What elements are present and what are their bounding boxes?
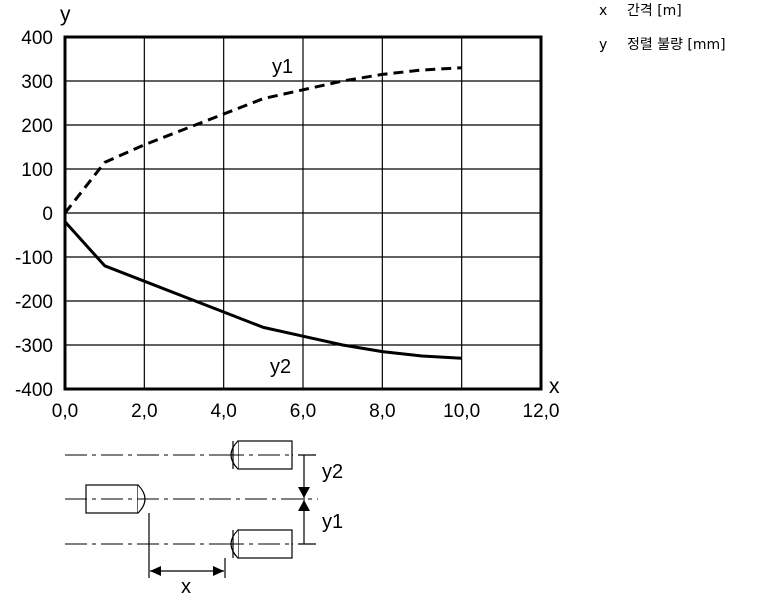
legend-key-x: x <box>599 3 607 19</box>
plot-frame <box>63 35 543 391</box>
y-tick-label: -200 <box>15 292 53 313</box>
arrow-right-icon <box>213 566 224 576</box>
diagram-label-y1: y1 <box>322 511 343 533</box>
x-tick-label: 12,0 <box>523 401 560 422</box>
legend: x 간격 [m] y 정렬 불량 [mm] <box>599 3 726 53</box>
x-tick-label: 2,0 <box>131 401 157 422</box>
x-tick-label: 4,0 <box>210 401 236 422</box>
y-tick-labels: 400 300 200 100 0 -100 -200 -300 -400 <box>15 28 53 401</box>
y-tick-label: -300 <box>15 336 53 357</box>
x-tick-label: 8,0 <box>369 401 395 422</box>
x-tick-label: 6,0 <box>290 401 316 422</box>
arrow-left-icon <box>150 566 161 576</box>
series-line-y1 <box>63 66 462 214</box>
legend-key-y: y <box>599 37 607 53</box>
y-tick-label: -100 <box>15 248 53 269</box>
legend-text-x: 간격 [m] <box>627 3 682 19</box>
arrow-down-icon <box>298 487 310 498</box>
reference-shaft <box>65 484 155 514</box>
arrow-up-icon <box>298 500 310 511</box>
series-label-y1: y1 <box>272 56 293 78</box>
x-tick-labels: 0,0 2,0 4,0 6,0 8,0 10,0 12,0 <box>52 401 560 422</box>
x-axis-label: x <box>549 375 560 398</box>
x-tick-label: 10,0 <box>443 401 480 422</box>
y-tick-label: 100 <box>21 160 53 181</box>
series-group <box>63 66 462 360</box>
y-tick-label: 200 <box>21 116 53 137</box>
y-tick-label: 0 <box>42 204 53 225</box>
y-tick-label: 300 <box>21 72 53 93</box>
y-axis-label: y <box>60 3 71 26</box>
series-label-y2: y2 <box>270 356 291 378</box>
alignment-diagram: y2 y1 x <box>65 440 343 597</box>
y-tick-label: -400 <box>15 380 53 401</box>
diagram-label-y2: y2 <box>322 461 343 483</box>
y-tick-label: 400 <box>21 28 53 49</box>
series-line-y2 <box>63 220 462 360</box>
lower-shaft <box>222 529 293 559</box>
x-tick-label: 0,0 <box>52 401 78 422</box>
grid-lines <box>64 36 542 390</box>
upper-shaft <box>222 440 293 470</box>
diagram-label-x: x <box>181 576 191 597</box>
legend-text-y: 정렬 불량 [mm] <box>627 37 726 53</box>
